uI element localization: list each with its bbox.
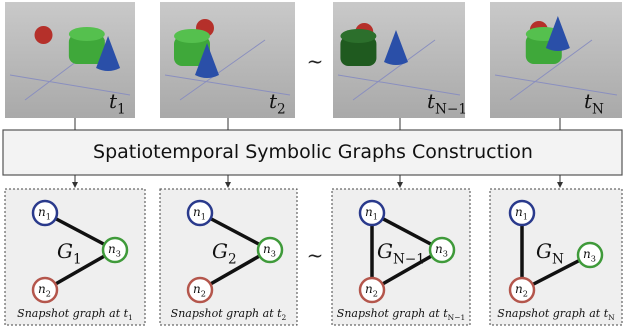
node-label-sub: 3 bbox=[271, 248, 276, 258]
graph-caption: Snapshot graph at tN−1 bbox=[337, 307, 465, 322]
node-label-main: n bbox=[193, 282, 201, 296]
cylinder-top bbox=[340, 29, 376, 43]
graph-caption-main: Snapshot graph at t bbox=[171, 307, 282, 320]
node-label-sub: 1 bbox=[201, 211, 206, 221]
frame bbox=[490, 2, 622, 118]
node-label-sub: 1 bbox=[373, 211, 378, 221]
frame-label-sub: 2 bbox=[277, 102, 286, 118]
node-label-main: n bbox=[515, 282, 523, 296]
graph-caption-sub: 2 bbox=[282, 313, 287, 322]
frame-label-sub: 1 bbox=[117, 102, 126, 118]
graph-caption-main: Snapshot graph at t bbox=[497, 307, 608, 320]
node-label-main: n bbox=[38, 282, 46, 296]
node-label-main: n bbox=[38, 205, 46, 219]
graph-caption-main: Snapshot graph at t bbox=[337, 307, 448, 320]
graph-caption-sub: N bbox=[608, 313, 615, 322]
construction-title: Spatiotemporal Symbolic Graphs Construct… bbox=[93, 141, 533, 163]
node-label-sub: 2 bbox=[523, 288, 528, 298]
node-label-main: n bbox=[365, 282, 373, 296]
graph-label-sub: N bbox=[552, 252, 564, 268]
figure: Spatiotemporal Symbolic Graphs Construct… bbox=[0, 0, 626, 327]
graph-label-main: G bbox=[57, 239, 73, 263]
frame-label-sub: N bbox=[592, 102, 604, 118]
graph-caption: Snapshot graph at tN bbox=[497, 307, 615, 322]
node-label-sub: 2 bbox=[373, 288, 378, 298]
graph-label-sub: 2 bbox=[228, 252, 237, 268]
sphere bbox=[35, 26, 53, 44]
graph-caption-sub: N−1 bbox=[448, 313, 466, 322]
node-label-main: n bbox=[435, 242, 443, 256]
cylinder-top bbox=[69, 27, 105, 41]
graph-label-main: G bbox=[536, 239, 552, 263]
node-label-sub: 2 bbox=[201, 288, 206, 298]
node-label-main: n bbox=[263, 242, 271, 256]
node-label-main: n bbox=[365, 205, 373, 219]
graph-caption: Snapshot graph at t1 bbox=[17, 307, 133, 322]
node-label-main: n bbox=[515, 205, 523, 219]
graph-caption: Snapshot graph at t2 bbox=[171, 307, 287, 322]
node-label-main: n bbox=[108, 242, 116, 256]
node-label-sub: 3 bbox=[443, 248, 448, 258]
graph-label-sub: N−1 bbox=[393, 252, 425, 268]
node-label-sub: 2 bbox=[46, 288, 51, 298]
node-label-sub: 1 bbox=[523, 211, 528, 221]
cylinder-top bbox=[174, 29, 210, 43]
graph-label-sub: 1 bbox=[73, 252, 82, 268]
frame-label-sub: N−1 bbox=[435, 102, 467, 118]
separator: ~ bbox=[307, 49, 324, 73]
graph-label-main: G bbox=[377, 239, 393, 263]
graph-label-main: G bbox=[212, 239, 228, 263]
node-label-sub: 3 bbox=[116, 248, 121, 258]
node-label-sub: 3 bbox=[591, 253, 596, 263]
node-label-main: n bbox=[583, 247, 591, 261]
node-label-sub: 1 bbox=[46, 211, 51, 221]
separator: ~ bbox=[307, 243, 324, 267]
graph-caption-sub: 1 bbox=[128, 313, 133, 322]
graph-caption-main: Snapshot graph at t bbox=[17, 307, 128, 320]
node-label-main: n bbox=[193, 205, 201, 219]
frame bbox=[333, 2, 465, 118]
